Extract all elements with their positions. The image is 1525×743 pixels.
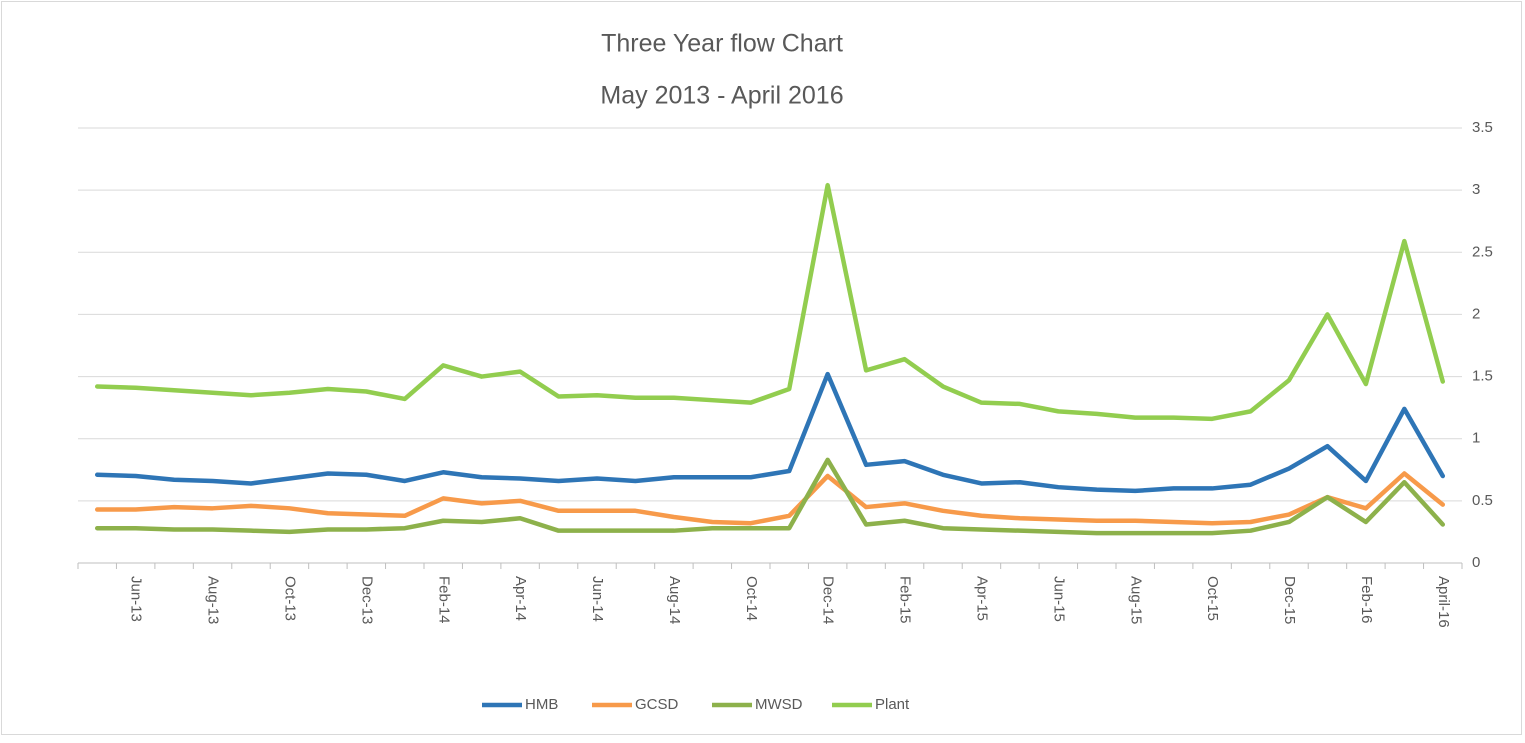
- x-tick-label: Apr-15: [973, 576, 990, 621]
- x-tick-label: Oct-15: [1204, 576, 1221, 621]
- y-tick-label: 0.5: [1472, 492, 1493, 509]
- x-tick-label: Feb-16: [1358, 576, 1375, 624]
- legend-label: GCSD: [635, 696, 679, 713]
- x-tick-label: Oct-13: [281, 576, 298, 621]
- x-tick-label: Jun-14: [589, 576, 606, 622]
- legend-label: Plant: [875, 696, 910, 713]
- x-tick-label: Jun-13: [128, 576, 145, 622]
- x-tick-label: Apr-14: [512, 576, 529, 621]
- x-tick-label: Oct-14: [743, 576, 760, 621]
- y-tick-label: 0: [1472, 554, 1480, 571]
- y-tick-label: 3: [1472, 181, 1480, 198]
- legend-label: MWSD: [755, 696, 803, 713]
- series-line: [94, 457, 1446, 536]
- x-tick-label: Jun-15: [1050, 576, 1067, 622]
- y-tick-label: 2: [1472, 305, 1480, 322]
- y-tick-label: 2.5: [1472, 243, 1493, 260]
- x-tick-label: Aug-14: [666, 576, 683, 624]
- x-tick-label: Aug-13: [205, 576, 222, 624]
- x-tick-label: Feb-15: [897, 576, 914, 624]
- y-tick-label: 1.5: [1472, 368, 1493, 385]
- series-line: [94, 371, 1446, 494]
- x-tick-label: Feb-14: [435, 576, 452, 624]
- x-tick-label: Dec-14: [820, 576, 837, 624]
- x-tick-label: Dec-13: [358, 576, 375, 624]
- x-tick-label: Dec-15: [1281, 576, 1298, 624]
- legend-label: HMB: [525, 696, 558, 713]
- series-line: [94, 182, 1446, 422]
- x-tick-label: April-16: [1435, 576, 1452, 628]
- chart-title: Three Year flow Chart: [601, 30, 843, 58]
- series-line: [94, 471, 1446, 526]
- x-tick-label: Aug-15: [1127, 576, 1144, 624]
- chart-subtitle: May 2013 - April 2016: [600, 82, 843, 110]
- y-tick-label: 1: [1472, 430, 1480, 447]
- y-tick-label: 3.5: [1472, 119, 1493, 136]
